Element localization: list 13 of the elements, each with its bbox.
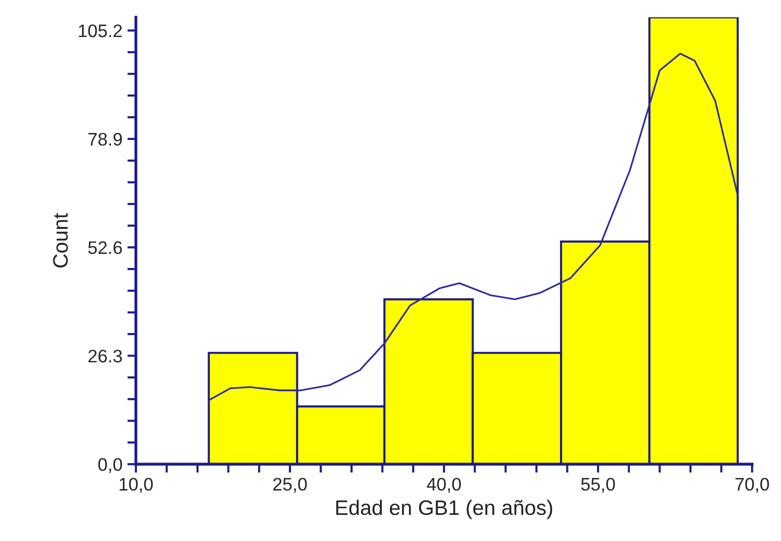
x-tick-label: 40,0	[426, 478, 461, 493]
x-axis-title: Edad en GB1 (en años)	[336, 500, 552, 520]
x-tick-label: 25,0	[273, 478, 307, 493]
x-tick-label: 70,0	[735, 478, 769, 493]
y-tick-label: 78.9	[88, 132, 122, 146]
y-tick-label: 0,0	[98, 458, 122, 474]
y-tick-label: 26.3	[88, 350, 122, 362]
x-tick-label: 55,0	[581, 478, 615, 493]
line-series	[208, 52, 739, 402]
y-axis-title: Count	[53, 213, 68, 268]
y-tick-label: 105.2	[78, 24, 122, 38]
x-tick-label: 10,0	[120, 478, 153, 493]
y-tick-label: 52.6	[88, 241, 122, 254]
